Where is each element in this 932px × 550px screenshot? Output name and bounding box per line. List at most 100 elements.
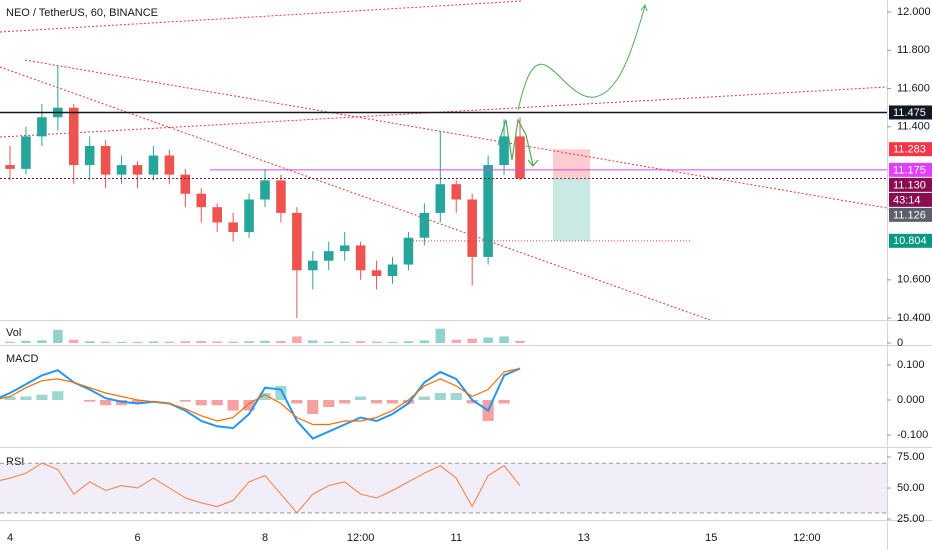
- histogram-bar: [339, 399, 351, 404]
- volume-bar: [37, 340, 47, 343]
- panel-title: Vol: [6, 327, 21, 339]
- volume-bar: [212, 341, 222, 343]
- candle-body: [419, 212, 430, 238]
- histogram-bar: [370, 399, 383, 404]
- y-tick-label: 11.400: [897, 121, 930, 133]
- candle-body: [260, 180, 270, 200]
- y-tick-label: 0.100: [897, 359, 925, 371]
- histogram-bar: [402, 399, 415, 404]
- volume-bar: [68, 339, 79, 343]
- candle-body: [483, 165, 493, 257]
- histogram-bar: [275, 385, 287, 400]
- candle-body: [37, 117, 47, 137]
- y-tick-label: 0: [897, 337, 903, 349]
- x-tick-label: 15: [705, 532, 717, 544]
- histogram-bar: [386, 399, 399, 404]
- candle-body: [403, 237, 414, 265]
- candle-body: [323, 251, 334, 261]
- candle-body: [244, 199, 254, 233]
- candle-body: [212, 207, 222, 223]
- price-badge: [889, 142, 932, 157]
- histogram-bar: [323, 399, 335, 407]
- histogram-bar: [20, 396, 32, 400]
- volume-bar: [5, 341, 15, 343]
- y-tick-label: 25.00: [897, 513, 925, 525]
- candle-body: [467, 199, 477, 257]
- price-badge: [889, 207, 932, 222]
- volume-bar: [483, 337, 493, 343]
- price-badge-label: 11.283: [893, 144, 926, 156]
- volume-bar: [148, 341, 159, 343]
- candle-body: [5, 165, 15, 169]
- histogram-bar: [52, 391, 64, 400]
- candle-body: [84, 145, 95, 166]
- volume-bar: [100, 341, 111, 343]
- candle-body: [276, 180, 286, 213]
- candle-body: [387, 264, 398, 277]
- price-badge: [889, 162, 932, 177]
- volume-bar: [371, 341, 382, 343]
- volume-bar: [451, 339, 462, 343]
- histogram-bar: [355, 396, 367, 400]
- volume-bar: [164, 341, 175, 343]
- projection-path: [517, 5, 646, 111]
- volume-bar: [260, 340, 270, 343]
- volume-bar: [419, 340, 430, 343]
- volume-bar: [276, 341, 286, 343]
- candle-body: [180, 174, 191, 194]
- volume-bar: [387, 341, 398, 343]
- projection-arrow: [640, 3, 648, 12]
- volume-bar: [244, 341, 254, 343]
- price-badge-label: 11.130: [893, 179, 926, 191]
- volume-bar: [339, 341, 350, 343]
- volume-bar: [435, 328, 446, 343]
- volume-bar: [355, 341, 366, 343]
- candle-body: [371, 270, 382, 277]
- histogram-bar: [131, 399, 144, 404]
- price-badge: [889, 177, 932, 192]
- candle-body: [308, 260, 318, 271]
- price-badge-label: 11.475: [893, 107, 926, 119]
- histogram-bar: [466, 399, 478, 404]
- candle-body: [355, 245, 366, 271]
- x-tick-label: 8: [262, 532, 268, 544]
- volume-bar: [292, 336, 302, 343]
- volume-bar: [403, 341, 414, 343]
- candle-body: [499, 136, 509, 166]
- volume-bar: [196, 341, 207, 343]
- line: [0, 367, 521, 426]
- volume-bar: [308, 340, 318, 343]
- candle-body: [292, 212, 302, 271]
- y-tick-label: 50.00: [897, 482, 925, 494]
- candle-body: [196, 193, 207, 208]
- histogram-bar: [36, 394, 48, 400]
- y-tick-label: 10.600: [897, 274, 931, 286]
- candle-body: [451, 184, 462, 200]
- y-tick-label: -0.100: [897, 429, 928, 441]
- price-badge-label: 11.175: [893, 164, 926, 176]
- chart-title: NEO / TetherUS, 60, BINANCE: [6, 7, 158, 19]
- histogram-bar: [418, 396, 430, 400]
- x-tick-label: 6: [134, 532, 140, 544]
- candle-body: [148, 155, 159, 175]
- x-tick-label: 11: [451, 532, 462, 544]
- volume-bar: [84, 341, 95, 343]
- histogram-bar: [434, 392, 446, 400]
- y-tick-label: 11.800: [897, 44, 930, 56]
- volume-bar: [323, 341, 334, 343]
- histogram-bar: [195, 399, 207, 406]
- histogram-bar: [179, 399, 191, 402]
- x-tick-label: 4: [7, 532, 13, 544]
- zigzag-path: [497, 118, 539, 167]
- histogram-bar: [243, 399, 255, 411]
- candle-body: [228, 222, 238, 233]
- histogram-bar: [498, 399, 510, 404]
- line: [0, 462, 521, 514]
- volume-bar: [180, 341, 191, 343]
- price-badge-label: 10.804: [893, 235, 927, 247]
- price-badge: [889, 233, 932, 248]
- candle-body: [132, 165, 143, 175]
- candle-body: [515, 136, 525, 179]
- panel-title: RSI: [6, 456, 24, 468]
